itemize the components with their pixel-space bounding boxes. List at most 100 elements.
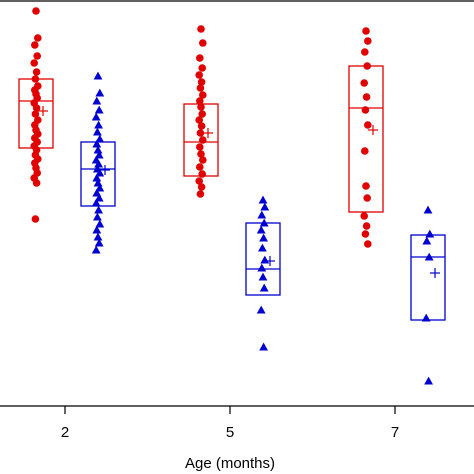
data-point xyxy=(91,112,101,121)
data-point xyxy=(93,145,103,154)
data-point xyxy=(424,252,434,261)
data-point xyxy=(31,215,40,223)
data-point xyxy=(196,163,204,171)
data-point xyxy=(361,230,370,238)
data-point xyxy=(92,173,102,182)
data-point xyxy=(198,64,206,72)
mean-markers-layer xyxy=(38,106,440,278)
data-point xyxy=(197,25,205,33)
data-point xyxy=(91,198,101,207)
data-point xyxy=(197,103,205,111)
data-point xyxy=(363,62,372,70)
data-point xyxy=(257,263,267,272)
data-point xyxy=(32,68,41,76)
data-point xyxy=(196,143,204,151)
data-point xyxy=(95,183,105,192)
data-point xyxy=(31,41,39,49)
data-point xyxy=(260,202,270,211)
data-point xyxy=(93,127,102,136)
data-point xyxy=(362,182,370,190)
box-rect xyxy=(348,65,384,213)
data-point xyxy=(32,7,40,15)
data-point xyxy=(260,255,270,264)
data-point xyxy=(95,134,105,143)
data-point xyxy=(364,121,372,129)
plot-frame xyxy=(0,0,474,407)
data-point xyxy=(259,283,269,292)
data-point xyxy=(94,150,104,159)
data-point xyxy=(94,193,104,202)
data-point xyxy=(258,195,268,204)
data-point xyxy=(360,79,369,87)
data-point xyxy=(95,88,105,97)
data-point xyxy=(196,84,205,92)
data-point xyxy=(196,129,205,137)
data-point xyxy=(256,305,266,314)
data-point xyxy=(421,313,431,322)
data-point xyxy=(199,156,207,164)
data-point xyxy=(198,110,206,118)
data-point xyxy=(258,272,268,281)
data-point xyxy=(95,168,105,177)
data-point xyxy=(364,37,372,45)
data-point xyxy=(30,59,38,67)
data-point xyxy=(259,218,269,227)
box-layer xyxy=(18,65,446,321)
data-point xyxy=(94,238,104,247)
data-point xyxy=(199,39,207,47)
data-point xyxy=(422,236,432,245)
data-point xyxy=(257,210,267,219)
data-point xyxy=(360,212,369,220)
x-axis-title: Age (months) xyxy=(185,455,275,472)
data-point xyxy=(363,194,372,202)
data-point xyxy=(195,116,203,124)
x-axis-ticks: 2 5 7 xyxy=(61,406,399,441)
data-point xyxy=(424,376,433,385)
data-point xyxy=(94,105,104,114)
x-tick-label: 2 xyxy=(61,424,69,441)
box-rect xyxy=(410,234,446,321)
data-point xyxy=(197,150,205,158)
data-point xyxy=(361,48,369,56)
data-point xyxy=(259,342,268,351)
data-point xyxy=(95,219,105,228)
data-point xyxy=(33,52,41,60)
data-point xyxy=(32,179,41,187)
data-point xyxy=(92,139,102,148)
data-point xyxy=(362,27,370,35)
data-point xyxy=(93,71,103,80)
data-point xyxy=(197,183,206,191)
data-point xyxy=(425,229,435,238)
data-point xyxy=(94,120,103,129)
x-tick-label: 7 xyxy=(391,424,399,441)
data-point xyxy=(94,205,103,214)
data-point xyxy=(197,78,206,86)
data-point xyxy=(91,245,101,254)
data-point xyxy=(199,91,207,99)
data-point xyxy=(92,225,102,234)
data-point xyxy=(31,75,40,83)
data-point xyxy=(258,243,267,252)
data-point xyxy=(364,240,372,248)
data-point xyxy=(195,177,203,185)
data-point xyxy=(362,222,371,230)
points-layer xyxy=(30,7,435,385)
data-point xyxy=(361,106,370,114)
data-point xyxy=(32,104,41,112)
data-point xyxy=(361,147,369,155)
data-point xyxy=(92,96,102,105)
data-point xyxy=(196,54,204,62)
data-point xyxy=(31,110,40,118)
data-point xyxy=(197,122,206,130)
data-point xyxy=(94,159,103,168)
data-point xyxy=(196,190,205,198)
data-point xyxy=(362,93,371,101)
data-point xyxy=(34,34,42,42)
data-point xyxy=(93,212,102,221)
data-point xyxy=(196,97,204,105)
data-point xyxy=(199,136,207,144)
data-point xyxy=(256,225,266,234)
data-point xyxy=(93,232,103,241)
data-point xyxy=(423,205,433,214)
